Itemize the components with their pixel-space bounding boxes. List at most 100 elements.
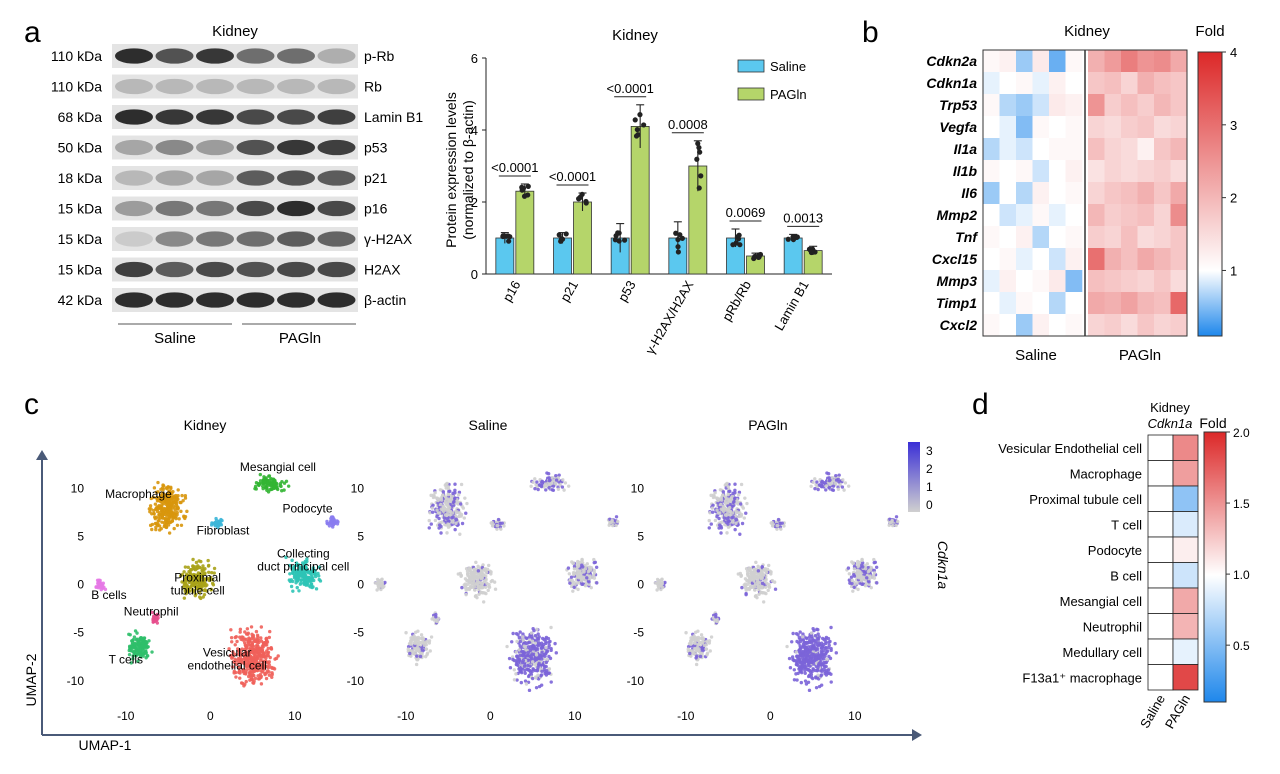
cluster-label-line: duct principal cell bbox=[257, 560, 349, 574]
gene-label: Il1a bbox=[954, 141, 978, 157]
umap-point bbox=[447, 498, 451, 502]
umap-point bbox=[757, 592, 761, 596]
umap-point bbox=[725, 481, 729, 486]
umap-y-tick: -10 bbox=[67, 674, 85, 688]
heatmap-cell bbox=[1172, 587, 1199, 614]
umap-point bbox=[767, 563, 771, 568]
umap-point bbox=[585, 576, 589, 580]
umap-point bbox=[756, 564, 760, 569]
umap-point bbox=[518, 639, 523, 644]
umap-point bbox=[212, 571, 216, 575]
blot-band bbox=[196, 109, 234, 125]
umap-point bbox=[308, 570, 313, 574]
umap-point bbox=[653, 581, 658, 585]
umap-point bbox=[263, 671, 267, 676]
umap-point bbox=[815, 668, 820, 672]
heatmap-cell bbox=[1016, 314, 1033, 337]
umap-point bbox=[187, 589, 192, 593]
umap-point bbox=[708, 511, 712, 515]
umap-point bbox=[460, 585, 464, 590]
saline-group-label: Saline bbox=[154, 330, 196, 347]
umap-point bbox=[744, 567, 749, 571]
umap-point bbox=[800, 650, 804, 654]
umap-point bbox=[189, 568, 194, 572]
umap-point bbox=[150, 527, 154, 532]
data-point bbox=[735, 236, 742, 242]
gene-label: Trp53 bbox=[939, 97, 977, 113]
heatmap-cell bbox=[1065, 204, 1083, 227]
umap-point bbox=[738, 511, 742, 515]
umap-point bbox=[795, 654, 799, 659]
heatmap-cell bbox=[1016, 182, 1033, 205]
umap-point bbox=[199, 581, 203, 586]
umap-point bbox=[824, 673, 829, 677]
umap-point bbox=[240, 681, 245, 686]
blot-band bbox=[155, 231, 194, 247]
heatmap-cell bbox=[1065, 160, 1083, 183]
umap-point bbox=[544, 664, 548, 669]
heatmap-cell bbox=[983, 314, 1000, 337]
umap-point bbox=[711, 503, 715, 507]
mw-label: 110 kDa bbox=[51, 48, 102, 64]
umap-point bbox=[592, 557, 596, 562]
umap-point bbox=[766, 588, 770, 593]
heatmap-cell bbox=[1032, 72, 1050, 95]
umap-point bbox=[243, 630, 247, 634]
umap-point bbox=[299, 578, 304, 582]
legend-saline-swatch bbox=[737, 59, 765, 73]
umap-point bbox=[815, 480, 819, 484]
umap-point bbox=[595, 581, 599, 585]
umap-point bbox=[196, 571, 201, 575]
umap-point bbox=[836, 487, 841, 491]
umap-point bbox=[575, 568, 580, 573]
cluster-label-line: Proximal bbox=[174, 571, 221, 585]
umap-point bbox=[317, 565, 322, 570]
heatmap-cell bbox=[1016, 248, 1033, 271]
umap-point bbox=[656, 584, 661, 589]
heatmap-cell bbox=[1104, 314, 1122, 337]
umap-point bbox=[208, 575, 213, 580]
umap-point bbox=[874, 565, 879, 569]
heatmap-cell bbox=[983, 94, 1000, 117]
umap-point bbox=[259, 636, 263, 640]
blot-band bbox=[155, 261, 194, 278]
heatmap-cell bbox=[1170, 204, 1188, 227]
umap-point bbox=[708, 649, 712, 653]
umap-point bbox=[549, 648, 553, 653]
umap-point bbox=[254, 629, 259, 634]
umap-point bbox=[259, 657, 263, 661]
blot-band bbox=[196, 139, 234, 156]
umap-point bbox=[267, 474, 272, 478]
panel-label-c: c bbox=[24, 388, 39, 421]
mw-label: 18 kDa bbox=[58, 170, 103, 186]
umap-point bbox=[780, 521, 784, 525]
heatmap-cell bbox=[1137, 138, 1155, 161]
umap-point bbox=[544, 484, 549, 488]
umap-point bbox=[699, 646, 704, 650]
blot-band bbox=[115, 292, 153, 308]
umap-gene-label: Cdkn1a bbox=[935, 541, 951, 589]
umap-point bbox=[526, 650, 531, 655]
cluster-label-line: tubule cell bbox=[171, 584, 225, 598]
heatmap-cell bbox=[1154, 138, 1171, 161]
umap-point bbox=[890, 518, 894, 523]
umap-point bbox=[174, 503, 178, 508]
umap-point bbox=[153, 502, 158, 506]
umap-point bbox=[307, 584, 311, 588]
umap-point bbox=[529, 484, 533, 488]
umap-point bbox=[152, 486, 157, 490]
umap-point bbox=[183, 496, 188, 500]
umap-point bbox=[544, 645, 548, 650]
umap-point bbox=[798, 630, 802, 634]
umap-point bbox=[129, 661, 133, 665]
umap-point bbox=[276, 487, 280, 492]
heatmap-cell bbox=[1088, 72, 1105, 95]
umap-point bbox=[872, 560, 876, 565]
umap-point bbox=[731, 494, 735, 499]
umap-point bbox=[254, 481, 259, 485]
blot-band bbox=[317, 78, 356, 95]
umap-point bbox=[309, 582, 314, 586]
celltype-label: Vesicular Endothelial cell bbox=[998, 441, 1142, 456]
heatmap-cell bbox=[1104, 270, 1122, 293]
umap-point bbox=[663, 580, 667, 585]
